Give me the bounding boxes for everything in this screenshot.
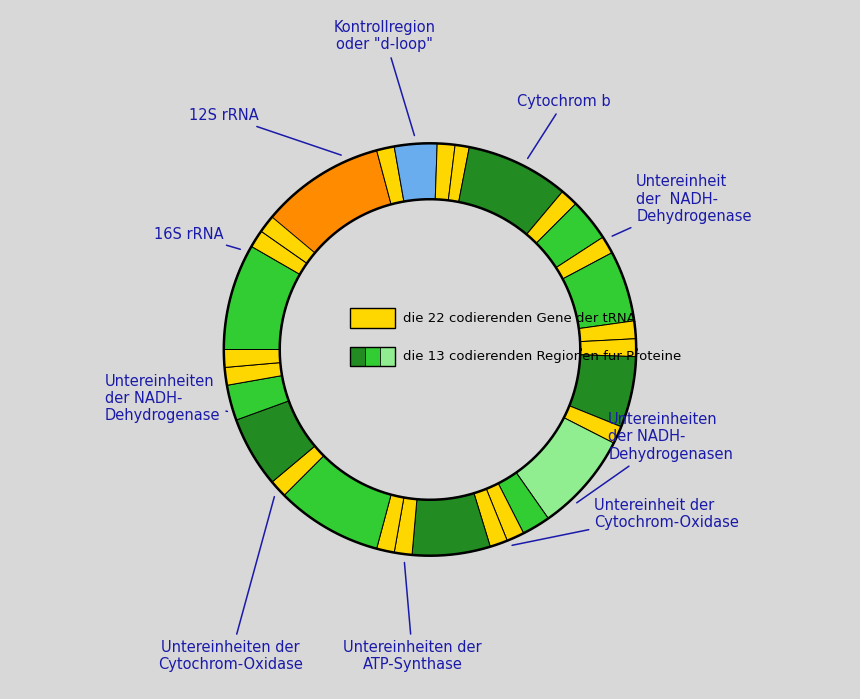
Polygon shape — [580, 339, 636, 356]
Polygon shape — [458, 147, 562, 234]
Polygon shape — [377, 495, 404, 553]
Polygon shape — [474, 489, 507, 547]
Polygon shape — [562, 253, 634, 329]
Polygon shape — [569, 355, 636, 427]
Polygon shape — [261, 217, 315, 264]
Polygon shape — [486, 484, 524, 541]
Text: die 22 codierenden Gene der tRNA: die 22 codierenden Gene der tRNA — [403, 312, 636, 324]
Polygon shape — [394, 143, 437, 201]
Polygon shape — [435, 143, 455, 201]
Polygon shape — [237, 401, 315, 482]
Polygon shape — [227, 375, 289, 420]
Polygon shape — [537, 203, 603, 268]
Polygon shape — [516, 418, 614, 519]
Polygon shape — [272, 446, 323, 496]
Text: Cytochrom b: Cytochrom b — [518, 94, 611, 159]
Text: Untereinheiten der
ATP-Synthase: Untereinheiten der ATP-Synthase — [343, 563, 482, 672]
Text: 12S rRNA: 12S rRNA — [189, 108, 341, 155]
Polygon shape — [224, 150, 391, 468]
Bar — [350, 347, 395, 366]
Polygon shape — [224, 350, 280, 368]
Text: Untereinheiten
der NADH-
Dehydrogenase: Untereinheiten der NADH- Dehydrogenase — [105, 373, 227, 424]
Bar — [350, 347, 365, 366]
Polygon shape — [394, 498, 417, 555]
Polygon shape — [412, 493, 490, 556]
Text: die 13 codierenden Regionen fur Proteine: die 13 codierenden Regionen fur Proteine — [403, 350, 682, 363]
Bar — [380, 347, 395, 366]
Polygon shape — [526, 192, 576, 243]
Polygon shape — [564, 406, 621, 443]
Text: Untereinheit
der  NADH-
Dehydrogenase: Untereinheit der NADH- Dehydrogenase — [612, 174, 752, 236]
Polygon shape — [579, 321, 636, 342]
Polygon shape — [224, 363, 282, 385]
Polygon shape — [448, 145, 470, 202]
Polygon shape — [377, 146, 404, 204]
Polygon shape — [251, 231, 307, 274]
Polygon shape — [224, 247, 300, 350]
Text: Untereinheiten
der NADH-
Dehydrogenasen: Untereinheiten der NADH- Dehydrogenasen — [577, 412, 733, 503]
Polygon shape — [284, 456, 391, 549]
Text: 16S rRNA: 16S rRNA — [154, 226, 240, 250]
Bar — [365, 347, 380, 366]
Bar — [350, 308, 395, 328]
Text: Untereinheit der
Cytochrom-Oxidase: Untereinheit der Cytochrom-Oxidase — [512, 498, 739, 545]
Polygon shape — [498, 473, 549, 533]
Text: Untereinheiten der
Cytochrom-Oxidase: Untereinheiten der Cytochrom-Oxidase — [158, 496, 304, 672]
Text: Kontrollregion
oder "d-loop": Kontrollregion oder "d-loop" — [334, 20, 435, 136]
Polygon shape — [556, 237, 612, 279]
